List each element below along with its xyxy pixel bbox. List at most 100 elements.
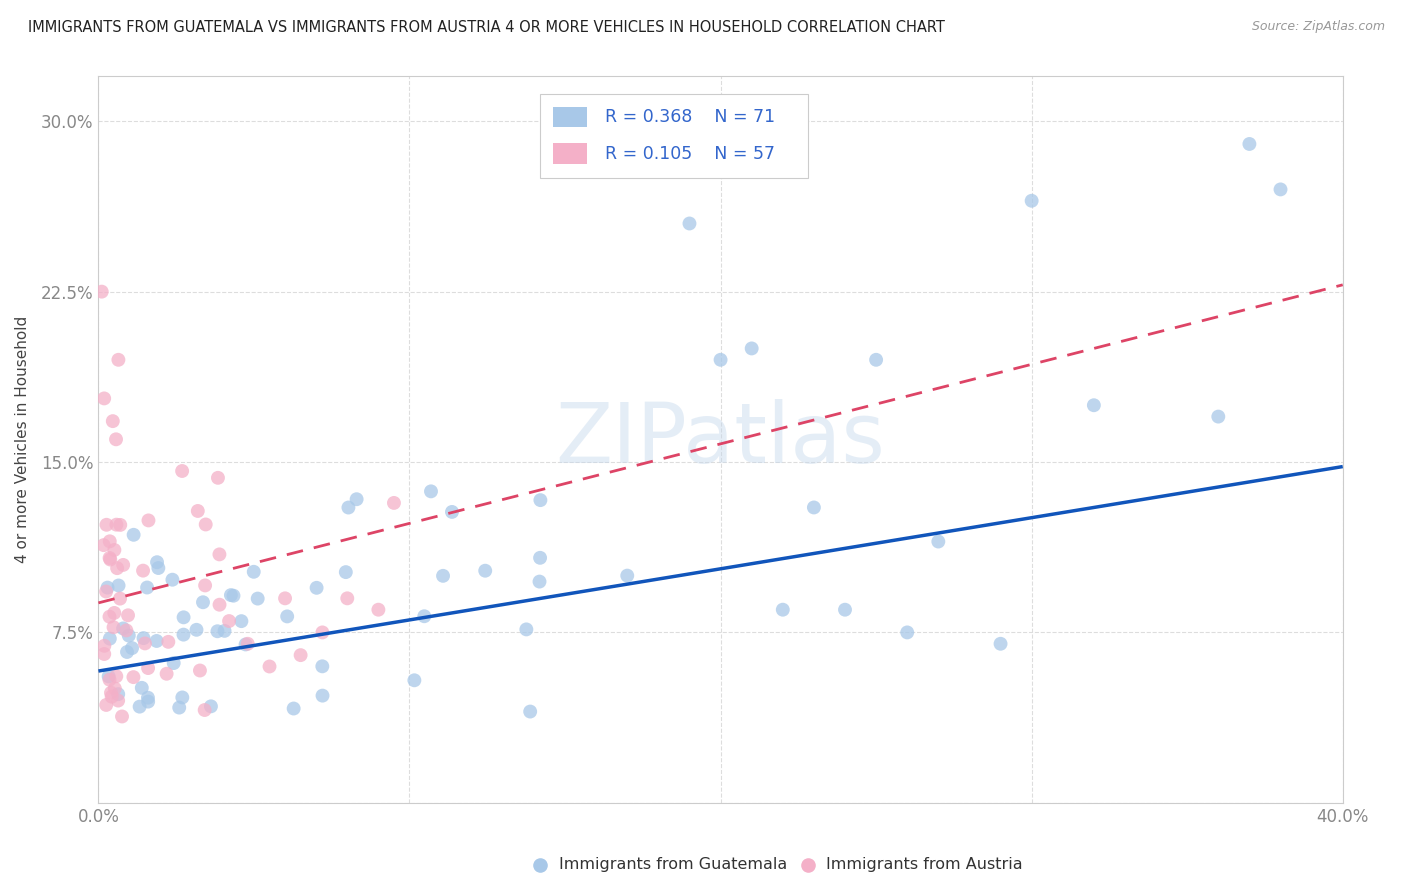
Point: [337, 500, 360, 515]
Text: R = 0.368    N = 71: R = 0.368 N = 71: [605, 108, 775, 127]
Point: [367, 603, 389, 617]
Point: [112, 622, 135, 636]
Point: [207, 471, 229, 485]
Point: [515, 623, 537, 637]
Point: [94, 584, 117, 599]
FancyBboxPatch shape: [540, 94, 807, 178]
Point: [105, 517, 128, 532]
Point: [103, 620, 125, 634]
Point: [259, 659, 281, 673]
Point: [413, 609, 436, 624]
Point: [93, 647, 115, 661]
FancyBboxPatch shape: [553, 107, 588, 128]
Point: [107, 687, 129, 701]
Point: [162, 573, 184, 587]
Point: [678, 217, 700, 231]
Point: [111, 709, 134, 723]
Point: [172, 690, 194, 705]
Point: [101, 414, 124, 428]
Point: [194, 578, 217, 592]
Point: [231, 614, 253, 628]
Point: [200, 699, 222, 714]
Point: [242, 565, 264, 579]
Point: [132, 631, 155, 645]
Point: [218, 614, 240, 628]
Point: [283, 701, 305, 715]
Point: [803, 500, 825, 515]
Text: Source: ZipAtlas.com: Source: ZipAtlas.com: [1251, 20, 1385, 33]
Point: [1239, 136, 1261, 151]
Point: [336, 591, 359, 606]
Point: [93, 538, 115, 552]
Point: [98, 609, 121, 624]
Point: [128, 699, 150, 714]
Point: [136, 690, 159, 705]
Point: [236, 637, 259, 651]
Point: [136, 695, 159, 709]
Point: [105, 561, 128, 575]
Point: [167, 700, 190, 714]
Point: [107, 352, 129, 367]
Text: Immigrants from Austria: Immigrants from Austria: [827, 857, 1024, 872]
Point: [276, 609, 298, 624]
Point: [896, 625, 918, 640]
Point: [121, 641, 143, 656]
Point: [148, 561, 170, 575]
Point: [117, 608, 139, 623]
Point: [100, 686, 122, 700]
Y-axis label: 4 or more Vehicles in Household: 4 or more Vehicles in Household: [15, 316, 30, 563]
Point: [173, 627, 195, 641]
Point: [93, 639, 115, 653]
Point: [222, 589, 245, 603]
Point: [440, 505, 463, 519]
Point: [96, 581, 118, 595]
Point: [108, 591, 131, 606]
Point: [118, 629, 141, 643]
Point: [96, 698, 118, 712]
Point: [219, 588, 242, 602]
Point: [335, 565, 357, 579]
Point: [420, 484, 443, 499]
Point: [105, 432, 128, 446]
Point: [474, 564, 496, 578]
Point: [194, 703, 217, 717]
Point: [145, 634, 167, 648]
Point: [191, 595, 214, 609]
Point: [311, 659, 333, 673]
Point: [115, 624, 138, 638]
Point: [110, 517, 132, 532]
Point: [157, 635, 180, 649]
Point: [115, 645, 138, 659]
Point: [97, 669, 120, 683]
Point: [382, 496, 405, 510]
Point: [136, 581, 159, 595]
FancyBboxPatch shape: [553, 144, 588, 164]
Point: [146, 555, 169, 569]
Point: [834, 603, 856, 617]
Point: [214, 624, 236, 638]
Point: [404, 673, 426, 688]
Point: [138, 513, 160, 527]
Point: [990, 637, 1012, 651]
Point: [98, 632, 121, 646]
Point: [208, 547, 231, 561]
Point: [93, 392, 115, 406]
Point: [311, 689, 333, 703]
Point: [616, 568, 638, 582]
Point: [519, 705, 541, 719]
Point: [122, 528, 145, 542]
Point: [1021, 194, 1043, 208]
Point: [107, 693, 129, 707]
Point: [529, 493, 551, 508]
Point: [132, 564, 155, 578]
Point: [529, 574, 551, 589]
Point: [131, 681, 153, 695]
Point: [136, 661, 159, 675]
Point: [103, 543, 125, 558]
Point: [311, 625, 333, 640]
Point: [105, 669, 128, 683]
Point: [98, 552, 121, 566]
Point: [98, 551, 121, 566]
Point: [90, 285, 112, 299]
Point: [104, 681, 127, 696]
